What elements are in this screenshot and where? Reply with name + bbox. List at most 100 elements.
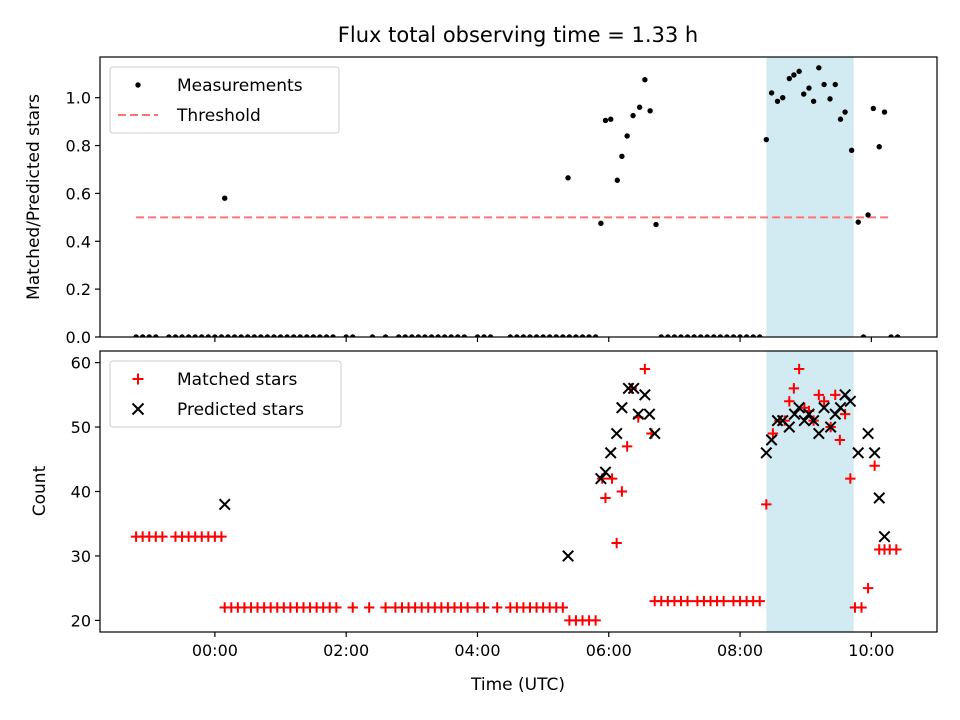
predicted-stars-point xyxy=(868,446,881,459)
measurements-point xyxy=(566,334,573,337)
matched-stars-point xyxy=(600,492,611,504)
measurements-point xyxy=(350,334,356,337)
measurements-point xyxy=(409,334,415,337)
bottom-x-tick-label: 10:00 xyxy=(848,641,894,660)
measurements-point xyxy=(821,81,827,88)
measurements-point xyxy=(238,334,244,337)
measurements-point xyxy=(415,334,422,337)
measurements-point xyxy=(796,68,802,75)
measurements-series xyxy=(133,65,901,337)
measurements-point xyxy=(684,334,691,337)
measurements-point xyxy=(395,334,402,337)
predicted-stars-point xyxy=(783,421,796,433)
measurements-point xyxy=(533,334,540,337)
matched-stars-point xyxy=(813,389,825,401)
measurements-point xyxy=(323,334,330,337)
measurements-point xyxy=(245,334,251,337)
measurements-point xyxy=(598,220,604,227)
measurements-point xyxy=(774,98,781,104)
measurements-point xyxy=(888,334,894,337)
measurements-point xyxy=(179,334,185,337)
top-axes-frame xyxy=(99,56,938,338)
bottom-highlight-span xyxy=(766,351,854,632)
measurements-point xyxy=(678,334,684,337)
top-y-tick-label: 0.4 xyxy=(66,232,91,251)
measurements-point xyxy=(573,334,579,337)
matched-stars-point xyxy=(380,602,391,613)
matched-stars-point xyxy=(839,408,851,420)
matched-stars-point xyxy=(616,486,628,497)
measurements-point xyxy=(724,334,730,337)
predicted-stars-point xyxy=(622,382,635,395)
matched-stars-point xyxy=(779,415,790,426)
predicted-stars-point xyxy=(818,401,830,414)
measurements-point xyxy=(717,334,724,337)
measurements-point xyxy=(369,334,376,337)
top-legend: Measurements Threshold xyxy=(109,66,340,134)
measurements-point xyxy=(757,334,763,337)
measurements-point xyxy=(791,72,797,78)
measurements-point xyxy=(810,98,817,104)
predicted-stars-point xyxy=(594,472,607,485)
predicted-stars-point xyxy=(615,401,628,414)
predicted-stars-point xyxy=(812,427,825,440)
measurements-point xyxy=(441,334,448,337)
predicted-stars-legend-label: Predicted stars xyxy=(177,400,304,420)
measurements-point xyxy=(816,65,822,71)
matched-stars-legend-marker xyxy=(132,373,144,385)
matched-stars-point xyxy=(347,602,358,613)
matched-stars-point xyxy=(869,460,880,471)
measurements-point xyxy=(540,334,546,337)
measurements-point xyxy=(780,94,786,101)
measurements-point xyxy=(455,334,461,337)
chart-title: Flux total observing time = 1.33 h xyxy=(338,23,698,47)
measurements-point xyxy=(520,334,527,337)
measurements-point xyxy=(422,334,428,337)
measurements-point xyxy=(487,334,494,337)
measurements-point xyxy=(527,334,533,337)
predicted-stars-point xyxy=(218,498,231,511)
measurements-point xyxy=(642,77,648,83)
measurements-point xyxy=(837,116,844,122)
matched-stars-point xyxy=(767,428,779,439)
top-panel: 0.0 0.2 0.4 0.6 0.8 1.0 Measurements Threshold xyxy=(66,56,938,347)
measurements-point xyxy=(310,334,317,337)
measurements-point xyxy=(461,334,468,337)
measurements-point xyxy=(317,334,323,337)
predicted-stars-point xyxy=(807,414,820,427)
measurements-point xyxy=(231,334,238,337)
predicted-stars-point xyxy=(562,550,574,562)
matched-stars-point xyxy=(621,441,633,452)
measurements-point xyxy=(251,334,257,337)
measurements-point xyxy=(786,75,792,82)
matched-stars-point xyxy=(830,389,841,401)
matched-stars-point xyxy=(478,602,490,613)
matched-stars-point xyxy=(557,602,569,613)
measurements-point xyxy=(205,334,212,337)
matched-stars-point xyxy=(891,544,902,555)
measurements-point xyxy=(801,91,807,97)
measurements-point xyxy=(619,153,625,160)
x-axis-label: Time (UTC) xyxy=(470,675,565,695)
matched-stars-legend-label: Matched stars xyxy=(177,370,297,390)
measurements-point xyxy=(146,334,152,337)
measurements-point xyxy=(647,108,653,114)
predicted-stars-point xyxy=(632,408,645,421)
measurements-point xyxy=(860,334,867,337)
predicted-stars-point xyxy=(788,408,801,421)
matched-stars-point xyxy=(818,396,830,407)
measurements-point xyxy=(750,334,756,337)
measurements-point xyxy=(592,334,599,337)
measurements-point xyxy=(297,334,303,337)
measurements-point xyxy=(855,219,861,225)
measurements-point xyxy=(743,334,750,337)
predicted-stars-legend-marker xyxy=(131,402,145,416)
measurements-legend-label: Measurements xyxy=(177,76,303,96)
matched-stars-point xyxy=(363,602,375,613)
measurements-point xyxy=(876,144,882,150)
predicted-stars-point xyxy=(604,446,617,459)
bottom-y-tick-label: 40 xyxy=(71,483,91,502)
measurements-point xyxy=(586,334,592,337)
measurements-legend-marker xyxy=(135,82,141,88)
